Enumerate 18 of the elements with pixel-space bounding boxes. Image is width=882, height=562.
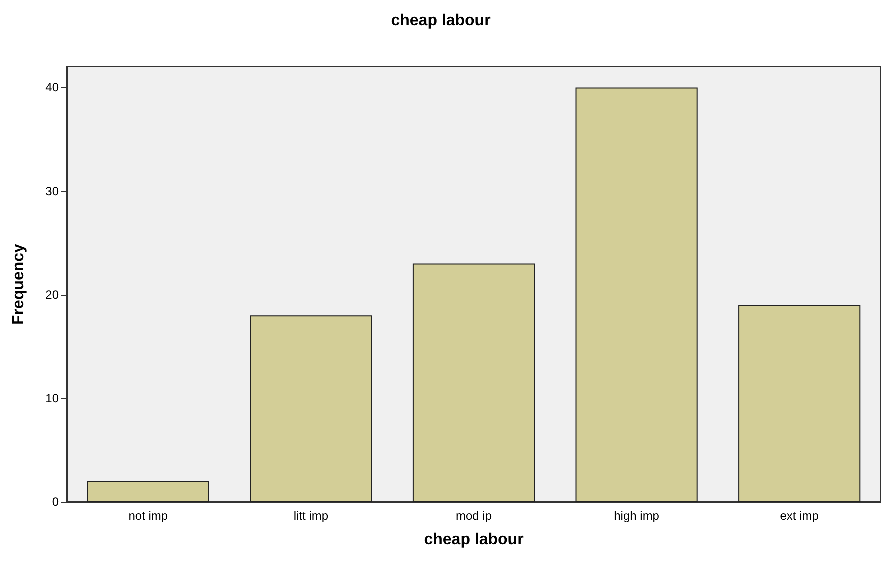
bar [412, 264, 536, 502]
y-tick-label: 10 [46, 391, 60, 406]
x-tick-label: ext imp [780, 509, 820, 523]
x-tick-label: mod ip [456, 509, 492, 523]
bar [250, 316, 372, 502]
bar [738, 305, 861, 502]
bar [87, 481, 210, 502]
x-tick-label: litt imp [294, 509, 329, 523]
y-tick-label: 20 [46, 288, 60, 302]
bar [576, 88, 698, 502]
x-tick-label: not imp [128, 509, 168, 523]
y-axis-title: Frequency [10, 244, 28, 325]
y-tick-label: 40 [46, 80, 60, 95]
chart-title: cheap labour [391, 12, 491, 30]
y-tick-label: 0 [52, 495, 60, 509]
y-tick-label: 30 [46, 184, 60, 198]
x-tick-label: high imp [614, 509, 660, 523]
x-axis-title: cheap labour [424, 532, 524, 548]
